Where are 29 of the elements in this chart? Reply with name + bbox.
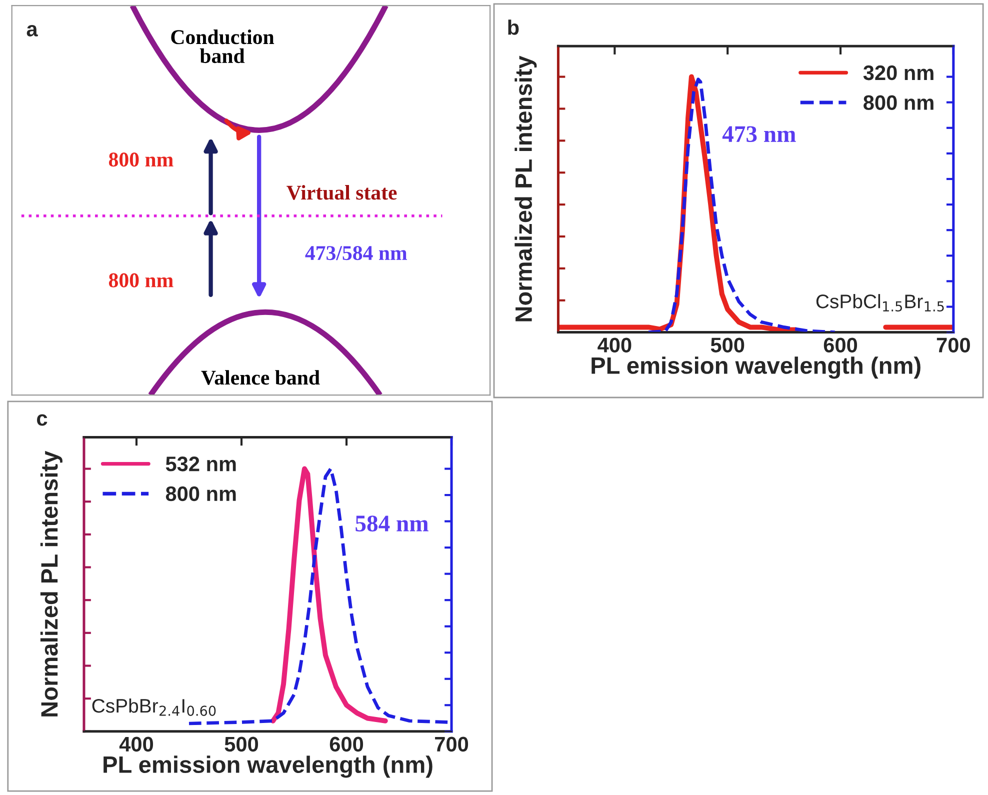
text: 800 nm <box>108 273 174 288</box>
x-axis-title: PL emission wavelength (nm) <box>592 356 920 379</box>
chart-title: b <box>508 20 519 35</box>
chart-title: c <box>37 414 48 426</box>
legend-label: 532 nm <box>166 456 236 472</box>
x-tick-label: 700 <box>435 736 468 752</box>
annotation: CsPbCl$_{1.5}$Br$_{1.5}$ <box>816 294 944 312</box>
legend-label: 320 nm <box>863 65 934 80</box>
legend-label: 800 nm <box>166 486 236 502</box>
x-tick-label: 700 <box>936 338 970 352</box>
y-axis-title: Normalized PL intensity <box>40 450 62 716</box>
x-tick-label: 500 <box>224 736 258 752</box>
x-tick-label: 600 <box>330 736 364 752</box>
annotation: 473 nm <box>722 126 796 142</box>
text: 800 nm <box>108 152 174 167</box>
text: Virtual state <box>286 185 397 200</box>
annotation: CsPbBr$_{2.4}$I$_{0.60}$ <box>92 698 216 716</box>
x-tick-label: 500 <box>710 338 744 352</box>
y-axis-title: Normalized PL intensity <box>514 56 537 322</box>
x-axis-title: PL emission wavelength (nm) <box>104 756 432 778</box>
legend-label: 800 nm <box>864 95 934 110</box>
x-tick-label: 400 <box>119 736 154 752</box>
x-tick-label: 600 <box>824 338 858 352</box>
text: a <box>26 25 38 36</box>
x-tick-label: 400 <box>598 338 632 352</box>
annotation: 584 nm <box>356 516 428 532</box>
text: 473/584 nm <box>305 246 408 260</box>
text: Conduction band <box>171 30 274 64</box>
text: Valence band <box>201 370 320 385</box>
